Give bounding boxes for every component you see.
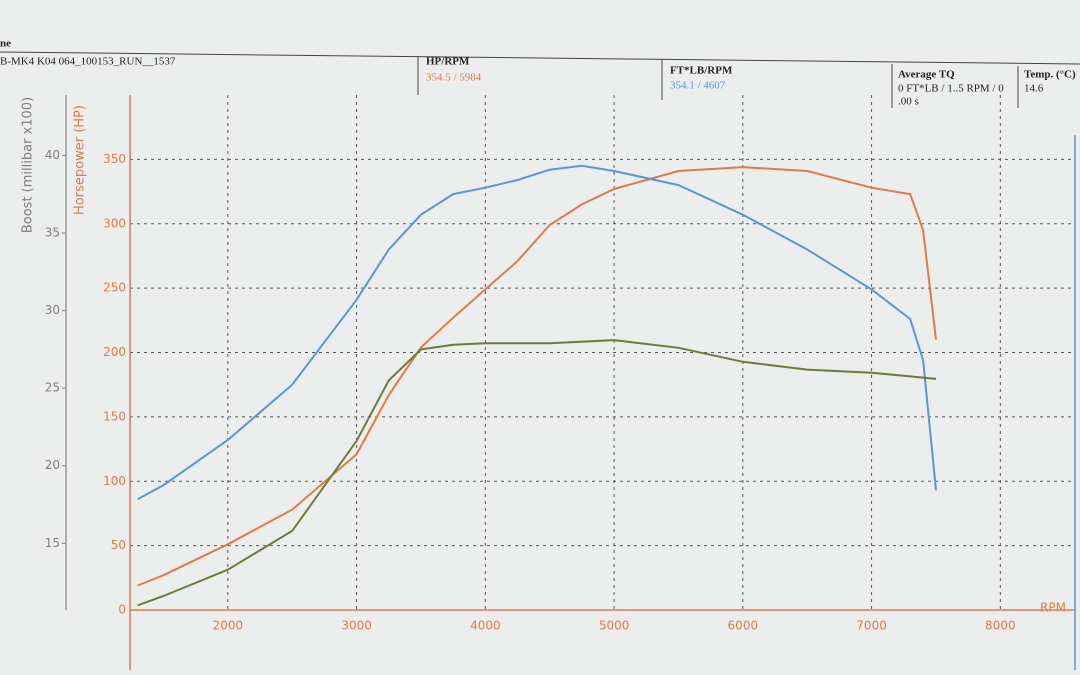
y-tick-label: 50 (111, 538, 126, 552)
avg-line: .00 s (898, 96, 919, 108)
y2-tick-label: 40 (45, 148, 60, 162)
y2-tick-label: 20 (45, 458, 60, 472)
series-line (137, 339, 937, 607)
y-tick-label: 200 (103, 345, 126, 359)
y-axis-label: Horsepower (HP) (73, 105, 88, 215)
y2-tick-label: 15 (45, 536, 60, 550)
avg-line: 0 FT*LB / 1..5 RPM / 0 (898, 83, 1004, 95)
y-tick-label: 350 (103, 152, 126, 166)
run-name: B-MK4 K04 064_100153_RUN__1537 (0, 56, 176, 68)
temp-title: Temp. (°C) (1024, 69, 1076, 81)
series-line (137, 166, 937, 587)
header-rule (0, 51, 1080, 65)
x-tick-label: 5000 (599, 619, 630, 633)
x-tick-label: 7000 (856, 619, 887, 633)
y2-tick-label: 35 (45, 226, 60, 240)
temp-value: 14.6 (1024, 83, 1044, 95)
series-line (137, 164, 937, 501)
y-tick-label: 250 (103, 281, 126, 295)
x-tick-label: 2000 (213, 619, 244, 633)
y-tick-label: 300 (103, 216, 126, 230)
y2-tick-label: 30 (45, 303, 60, 317)
hp-title: HP/RPM (426, 56, 470, 68)
tq-title: FT*LB/RPM (670, 65, 733, 77)
x-axis-label: RPM (1040, 601, 1066, 615)
avg-title: Average TQ (898, 69, 955, 81)
x-tick-label: 3000 (341, 619, 372, 633)
hp-value: 354.5 / 5984 (426, 72, 482, 84)
y-tick-label: 100 (103, 474, 126, 488)
y-tick-label: 150 (103, 409, 126, 423)
y2-axis-label: Boost (millibar x100) (21, 97, 36, 233)
y2-tick-label: 25 (45, 381, 60, 395)
header-corner: ne (0, 38, 11, 50)
x-tick-label: 4000 (470, 619, 501, 633)
y-tick-label: 0 (118, 603, 126, 617)
tq-value: 354.1 / 4607 (670, 80, 726, 92)
x-tick-label: 6000 (728, 619, 759, 633)
x-tick-label: 8000 (985, 619, 1016, 633)
